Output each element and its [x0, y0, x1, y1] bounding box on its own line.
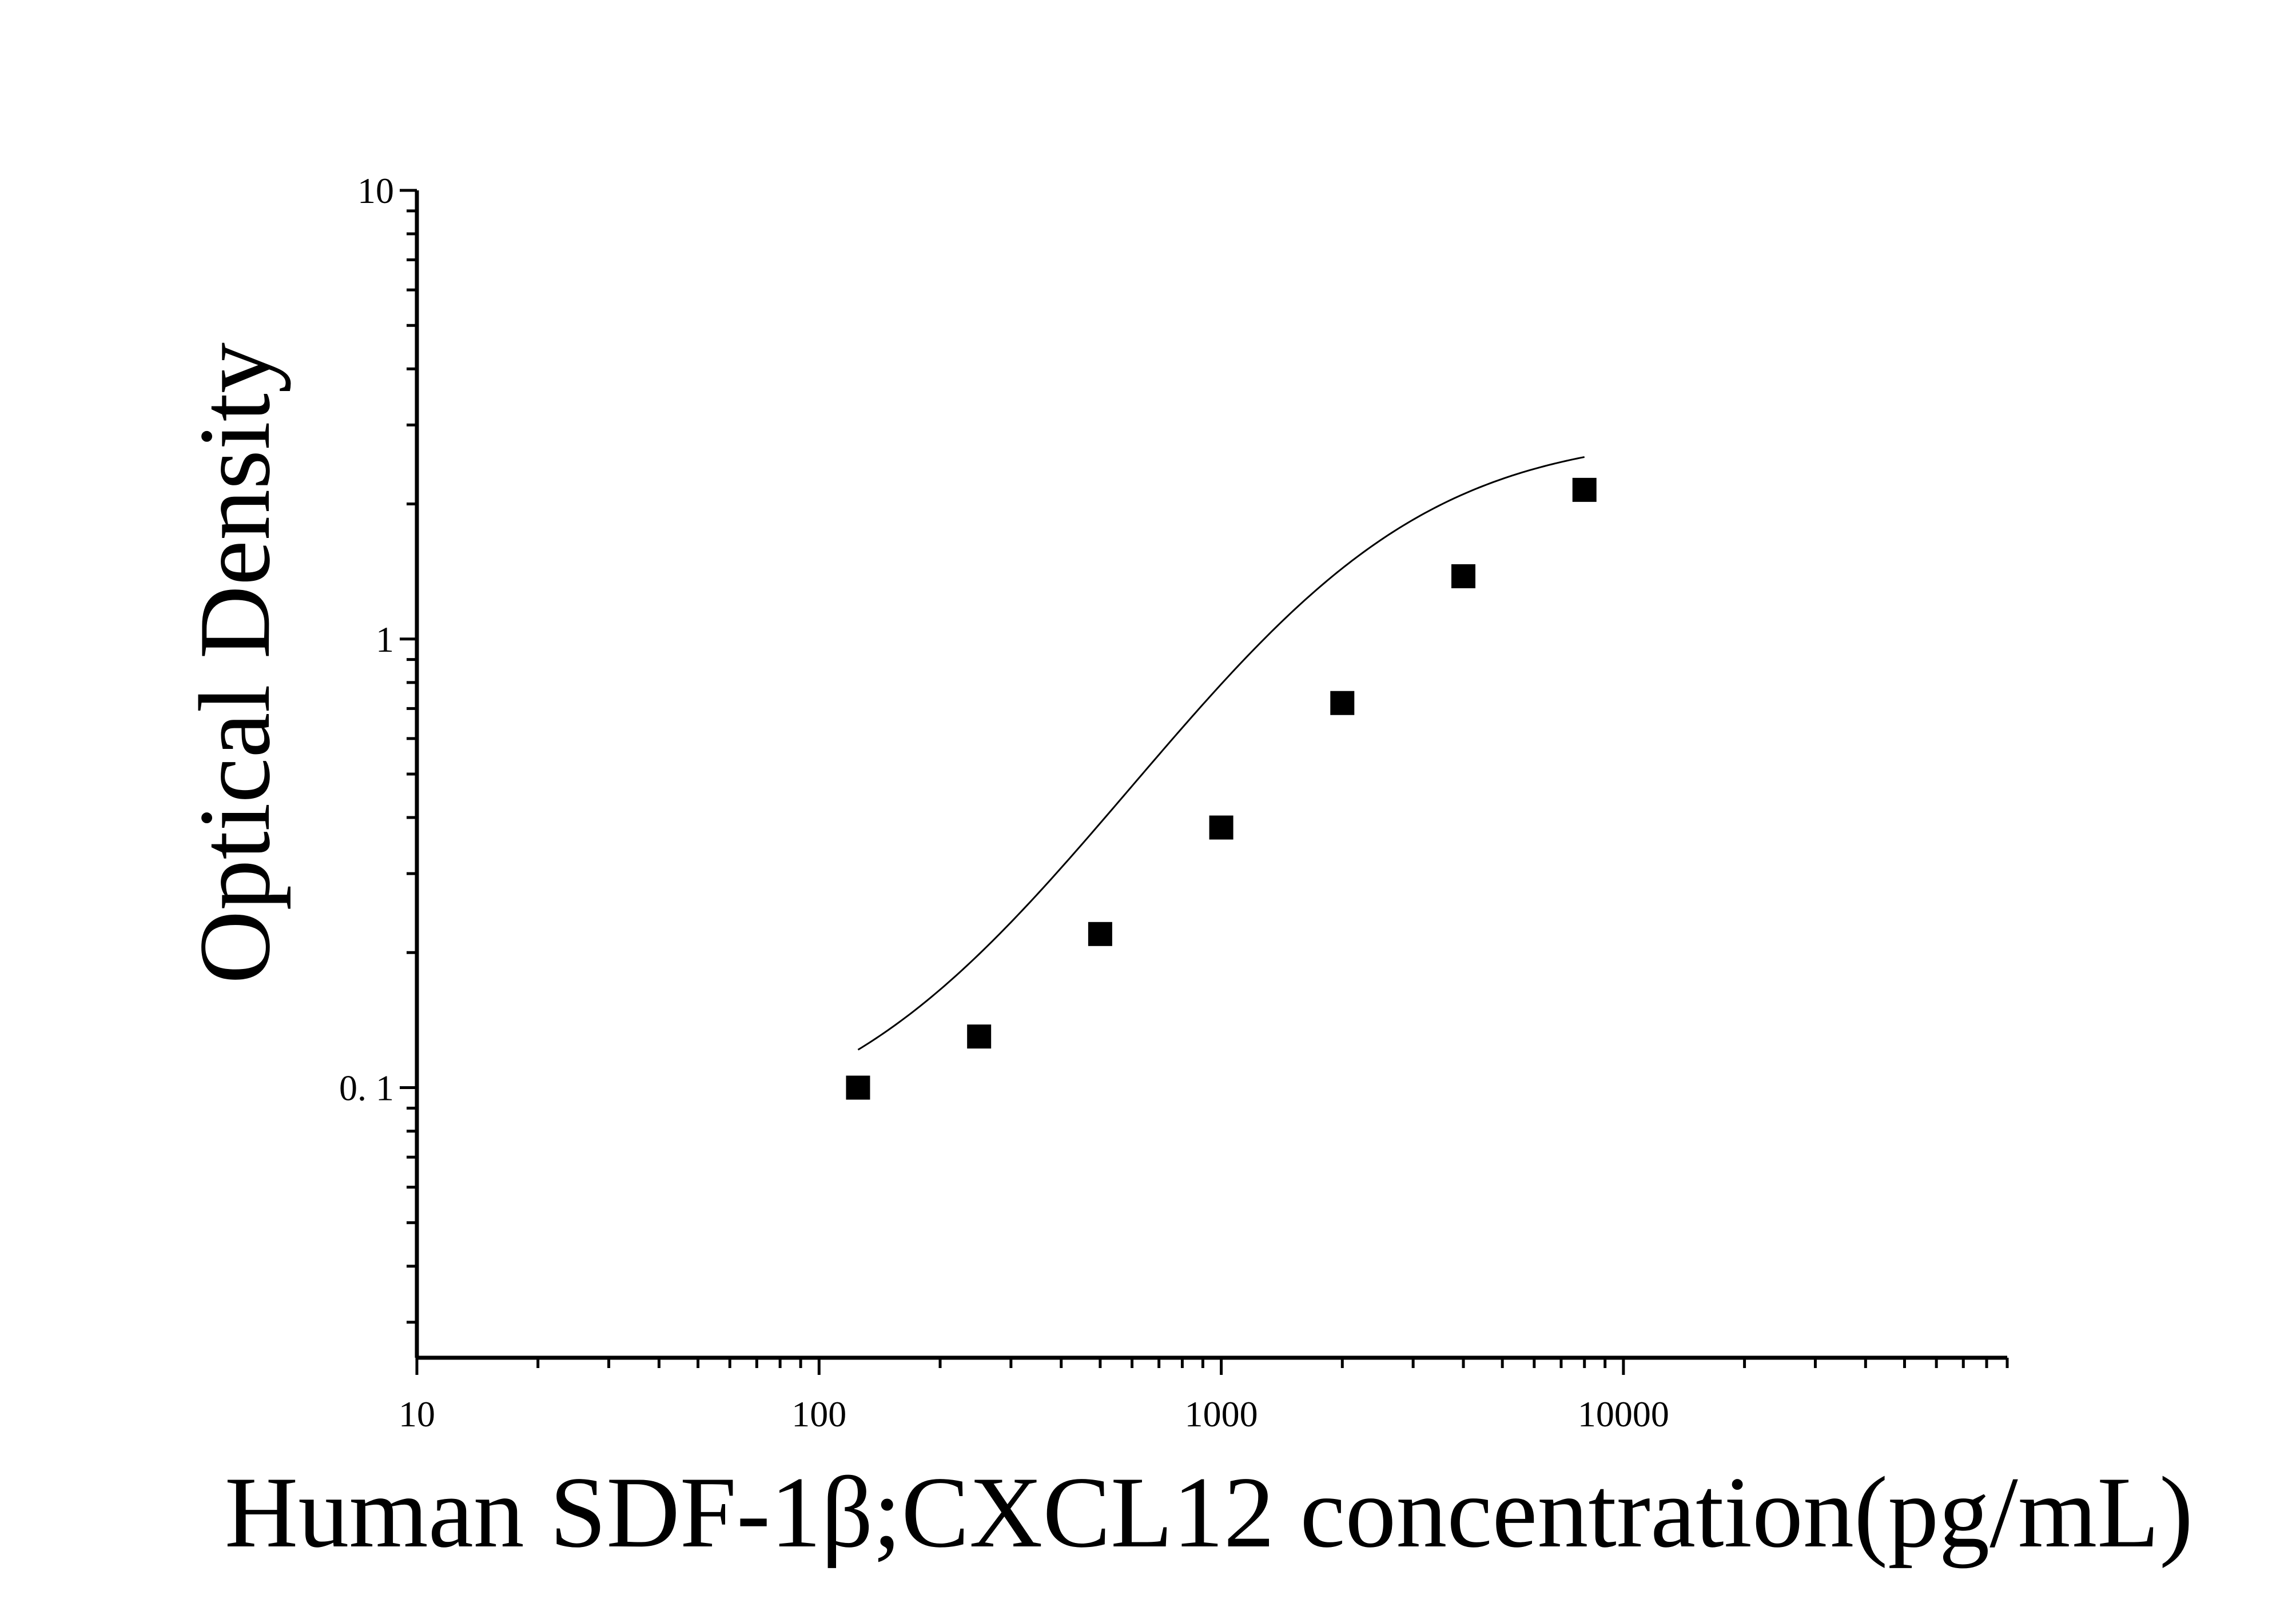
x-axis-title: Human SDF-1β;CXCL12 concentration(pg/mL) [225, 1456, 2193, 1569]
x-tick-label: 10 [399, 1394, 435, 1434]
data-point [1573, 478, 1597, 502]
y-axis-title: Optical Density [178, 342, 291, 984]
y-tick-label: 0. 1 [339, 1068, 394, 1108]
data-point [846, 1076, 870, 1100]
data-points-layer [846, 478, 1596, 1100]
data-point [1330, 691, 1354, 715]
axes: 10 100 1000 10000 0. 1 1 10 [339, 170, 2007, 1434]
y-tick-label: 10 [357, 170, 394, 211]
fit-curve-layer [858, 457, 1584, 1050]
y-tick-label: 1 [376, 619, 394, 660]
x-tick-label: 10000 [1578, 1394, 1669, 1434]
data-point [1451, 564, 1475, 588]
x-tick-label: 1000 [1185, 1394, 1258, 1434]
x-tick-label: 100 [791, 1394, 846, 1434]
data-point [967, 1024, 991, 1048]
data-point [1209, 816, 1233, 840]
data-point [1088, 922, 1112, 946]
fit-curve [858, 457, 1584, 1050]
